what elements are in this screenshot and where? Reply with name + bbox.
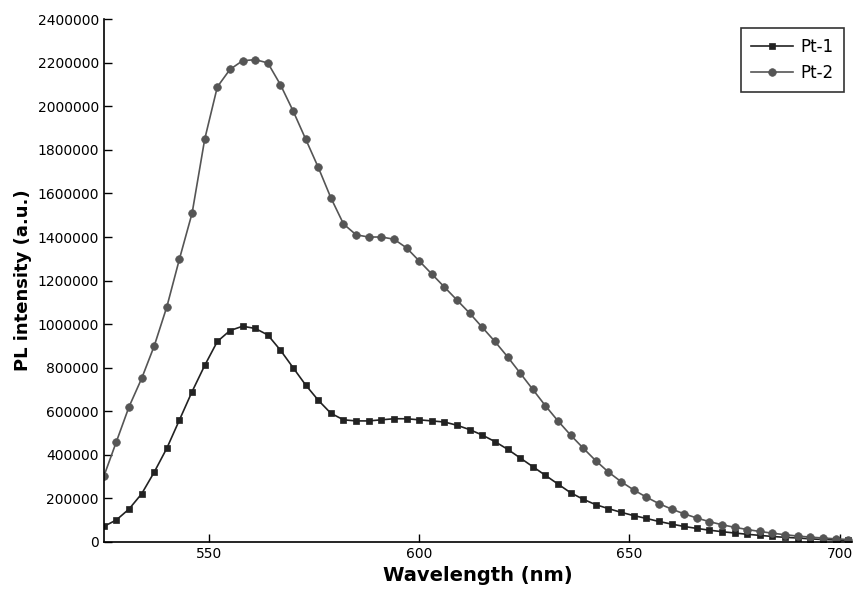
Pt-2 xyxy=(351,231,361,238)
Pt-1 xyxy=(99,523,109,530)
Pt-1 xyxy=(326,410,336,417)
Pt-2 xyxy=(364,234,374,241)
Pt-1 xyxy=(300,382,311,389)
Pt-2 xyxy=(578,444,589,452)
Pt-2 xyxy=(300,135,311,143)
Pt-1 xyxy=(351,418,361,425)
Pt-1 xyxy=(364,418,374,425)
Pt-2 xyxy=(843,536,853,543)
Pt-2 xyxy=(99,473,109,480)
Y-axis label: PL intensity (a.u.): PL intensity (a.u.) xyxy=(14,190,32,371)
Pt-2 xyxy=(250,56,260,63)
Pt-1 xyxy=(237,323,247,330)
Pt-1 xyxy=(843,537,853,544)
Pt-2 xyxy=(326,194,336,201)
X-axis label: Wavelength (nm): Wavelength (nm) xyxy=(384,566,573,585)
Line: Pt-2: Pt-2 xyxy=(100,56,852,543)
Legend: Pt-1, Pt-2: Pt-1, Pt-2 xyxy=(741,28,844,92)
Pt-1 xyxy=(225,327,235,334)
Pt-2 xyxy=(225,66,235,73)
Line: Pt-1: Pt-1 xyxy=(101,323,852,543)
Pt-1 xyxy=(578,495,589,503)
